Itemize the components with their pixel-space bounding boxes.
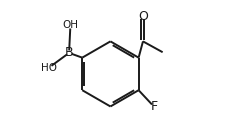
Text: OH: OH: [63, 20, 78, 30]
Text: HO: HO: [41, 63, 57, 73]
Text: F: F: [150, 100, 157, 113]
Text: B: B: [65, 46, 73, 59]
Text: O: O: [138, 10, 148, 23]
